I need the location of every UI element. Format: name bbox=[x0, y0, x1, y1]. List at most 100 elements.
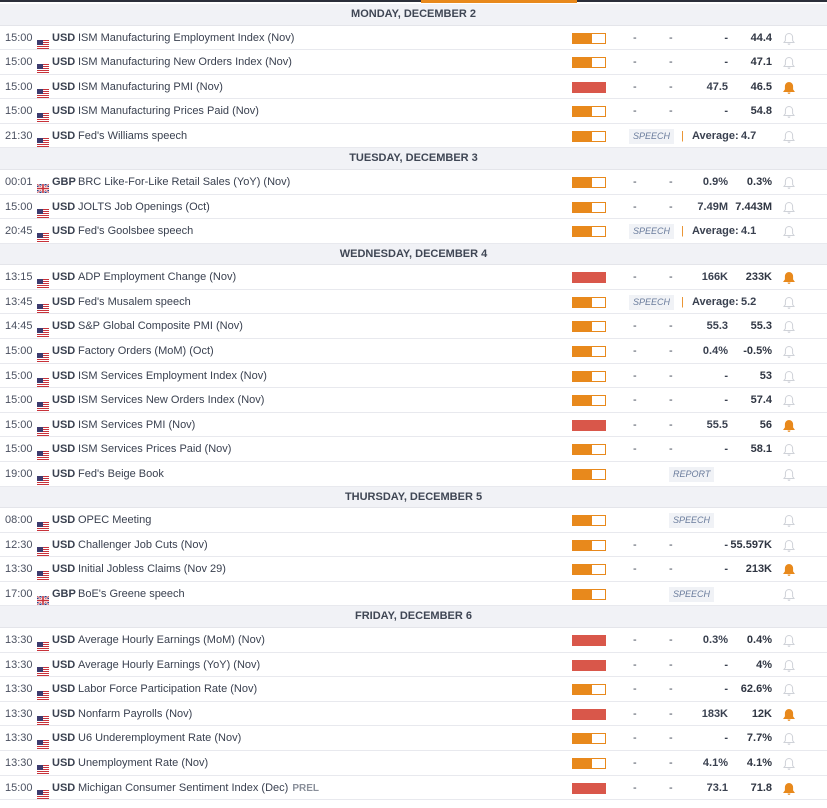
event-row[interactable]: 12:30 USD Challenger Job Cuts (Nov) - - -55.5… bbox=[0, 533, 827, 558]
event-name[interactable]: Initial Jobless Claims (Nov 29) bbox=[78, 557, 226, 581]
event-row[interactable]: 15:00 USD JOLTS Job Openings (Oct) - - 7.49M 7… bbox=[0, 195, 827, 220]
bell-icon[interactable] bbox=[782, 369, 796, 383]
event-name[interactable]: ISM Manufacturing PMI (Nov) bbox=[78, 75, 223, 99]
event-name[interactable]: Nonfarm Payrolls (Nov) bbox=[78, 702, 192, 726]
event-row[interactable]: 15:00 USD ISM Services PMI (Nov) - - 55.5 56 bbox=[0, 413, 827, 438]
event-name[interactable]: JOLTS Job Openings (Oct) bbox=[78, 195, 210, 219]
bell-icon[interactable] bbox=[782, 562, 796, 577]
bell-icon[interactable] bbox=[782, 175, 796, 189]
event-name[interactable]: Challenger Job Cuts (Nov) bbox=[78, 533, 208, 557]
event-row[interactable]: 14:45 USD S&P Global Composite PMI (Nov) - -… bbox=[0, 314, 827, 340]
bell-icon[interactable] bbox=[782, 658, 796, 672]
impact-indicator bbox=[572, 395, 606, 407]
bell-icon[interactable] bbox=[782, 319, 796, 334]
event-row[interactable]: 13:30 USD Unemployment Rate (Nov) - - 4.1% 4.1… bbox=[0, 751, 827, 776]
event-row[interactable]: 17:00 GBP BoE's Greene speech SPEECH bbox=[0, 582, 827, 607]
bell-icon[interactable] bbox=[782, 513, 796, 527]
impact-indicator bbox=[572, 346, 606, 358]
bell-icon[interactable] bbox=[782, 270, 796, 285]
event-name[interactable]: ISM Manufacturing Employment Index (Nov) bbox=[78, 26, 294, 50]
day-header: THURSDAY, DECEMBER 5 bbox=[0, 486, 827, 509]
event-row[interactable]: 15:00 USD ISM Services New Orders Index (N… bbox=[0, 388, 827, 413]
event-row[interactable]: 15:00 USD Michigan Consumer Sentiment Inde… bbox=[0, 776, 827, 801]
event-row[interactable]: 15:00 USD Factory Orders (MoM) (Oct) - - 0.4%… bbox=[0, 339, 827, 364]
bell-icon[interactable] bbox=[782, 344, 796, 358]
event-name[interactable]: Fed's Goolsbee speech bbox=[78, 219, 193, 243]
bell-icon[interactable] bbox=[782, 731, 796, 746]
event-name[interactable]: BRC Like-For-Like Retail Sales (YoY) (No… bbox=[78, 170, 290, 194]
event-row[interactable]: 15:00 USD ISM Services Prices Paid (Nov) - -… bbox=[0, 437, 827, 462]
event-row[interactable]: 13:30 USD U6 Underemployment Rate (Nov) - - -… bbox=[0, 726, 827, 751]
event-row[interactable]: 13:30 USD Nonfarm Payrolls (Nov) - - 183K 12K bbox=[0, 702, 827, 727]
us-flag-icon bbox=[37, 34, 49, 49]
bell-icon[interactable] bbox=[782, 633, 796, 647]
bell-icon[interactable] bbox=[782, 418, 796, 432]
bell-icon[interactable] bbox=[782, 781, 796, 795]
event-name[interactable]: ISM Services Employment Index (Nov) bbox=[78, 364, 267, 388]
event-name[interactable]: Fed's Musalem speech bbox=[78, 290, 191, 314]
event-row[interactable]: 15:00 USD ISM Manufacturing PMI (Nov) - - 47.… bbox=[0, 75, 827, 100]
event-name[interactable]: ISM Services Prices Paid (Nov) bbox=[78, 437, 231, 461]
event-type-badge: SPEECH bbox=[669, 513, 715, 529]
event-row[interactable]: 15:00 USD ISM Manufacturing Prices Paid (N… bbox=[0, 99, 827, 124]
bell-icon[interactable] bbox=[782, 587, 796, 601]
event-name[interactable]: Labor Force Participation Rate (Nov) bbox=[78, 677, 257, 701]
bell-icon[interactable] bbox=[782, 55, 796, 69]
event-name[interactable]: S&P Global Composite PMI (Nov) bbox=[78, 314, 243, 338]
impact-indicator bbox=[572, 539, 606, 551]
event-row[interactable]: 15:00 USD ISM Manufacturing Employment Ind… bbox=[0, 26, 827, 51]
bell-icon[interactable] bbox=[782, 442, 796, 457]
event-row[interactable]: 13:15 USD ADP Employment Change (Nov) - - 166… bbox=[0, 265, 827, 290]
bell-icon[interactable] bbox=[782, 200, 796, 214]
bell-icon[interactable] bbox=[782, 756, 796, 770]
event-row[interactable]: 19:00 USD Fed's Beige Book REPORT bbox=[0, 462, 827, 487]
event-name[interactable]: Unemployment Rate (Nov) bbox=[78, 751, 208, 775]
event-name[interactable]: Michigan Consumer Sentiment Index (Dec) P… bbox=[78, 776, 319, 801]
bell-icon[interactable] bbox=[782, 393, 796, 408]
event-name[interactable]: Fed's Williams speech bbox=[78, 124, 187, 148]
previous-value: 213K bbox=[745, 563, 772, 576]
event-row[interactable]: 13:45 USD Fed's Musalem speech SPEECH | Avera… bbox=[0, 290, 827, 315]
bell-icon[interactable] bbox=[782, 31, 796, 45]
event-row[interactable]: 00:01 GBP BRC Like-For-Like Retail Sales (… bbox=[0, 170, 827, 195]
event-name[interactable]: BoE's Greene speech bbox=[78, 582, 185, 606]
event-row[interactable]: 13:30 USD Average Hourly Earnings (MoM) (N… bbox=[0, 628, 827, 653]
bell-icon[interactable] bbox=[782, 707, 796, 721]
bell-icon[interactable] bbox=[782, 129, 796, 143]
event-row[interactable]: 20:45 USD Fed's Goolsbee speech SPEECH | Aver… bbox=[0, 219, 827, 244]
event-row[interactable]: 15:00 USD ISM Manufacturing New Orders Ind… bbox=[0, 50, 827, 75]
bell-icon[interactable] bbox=[782, 538, 796, 552]
bell-icon[interactable] bbox=[782, 682, 796, 697]
event-name[interactable]: Average Hourly Earnings (YoY) (Nov) bbox=[78, 653, 260, 677]
event-name[interactable]: ISM Manufacturing Prices Paid (Nov) bbox=[78, 99, 259, 123]
event-row[interactable]: 08:00 USD OPEC Meeting SPEECH bbox=[0, 508, 827, 533]
event-name[interactable]: U6 Underemployment Rate (Nov) bbox=[78, 726, 241, 750]
event-row[interactable]: 13:30 USD Labor Force Participation Rate (… bbox=[0, 677, 827, 702]
actual-value: - bbox=[633, 80, 637, 93]
actual-value: - bbox=[633, 271, 637, 284]
event-time: 15:00 bbox=[5, 80, 33, 93]
impact-indicator bbox=[572, 226, 606, 238]
event-title: Challenger Job Cuts (Nov) bbox=[78, 538, 208, 551]
event-row[interactable]: 13:30 USD Average Hourly Earnings (YoY) (N… bbox=[0, 653, 827, 678]
event-row[interactable]: 21:30 USD Fed's Williams speech SPEECH | Aver… bbox=[0, 124, 827, 149]
event-name[interactable]: ADP Employment Change (Nov) bbox=[78, 265, 236, 289]
event-name[interactable]: Factory Orders (MoM) (Oct) bbox=[78, 339, 214, 363]
average-label: Average: bbox=[692, 129, 739, 142]
currency-code: USD bbox=[52, 394, 76, 407]
event-name[interactable]: Fed's Beige Book bbox=[78, 462, 164, 486]
event-name[interactable]: OPEC Meeting bbox=[78, 508, 151, 532]
event-name[interactable]: ISM Manufacturing New Orders Index (Nov) bbox=[78, 50, 292, 74]
bell-icon[interactable] bbox=[782, 104, 796, 119]
bell-icon[interactable] bbox=[782, 295, 796, 309]
bell-icon[interactable] bbox=[782, 80, 796, 94]
currency-code: USD bbox=[52, 538, 76, 551]
bell-icon[interactable] bbox=[782, 224, 796, 239]
event-row[interactable]: 15:00 USD ISM Services Employment Index (N… bbox=[0, 364, 827, 389]
event-name[interactable]: ISM Services PMI (Nov) bbox=[78, 413, 195, 437]
event-name[interactable]: Average Hourly Earnings (MoM) (Nov) bbox=[78, 628, 265, 652]
event-time: 13:30 bbox=[5, 633, 33, 646]
bell-icon[interactable] bbox=[782, 467, 796, 481]
event-name[interactable]: ISM Services New Orders Index (Nov) bbox=[78, 388, 264, 412]
event-row[interactable]: 13:30 USD Initial Jobless Claims (Nov 29) -… bbox=[0, 557, 827, 582]
